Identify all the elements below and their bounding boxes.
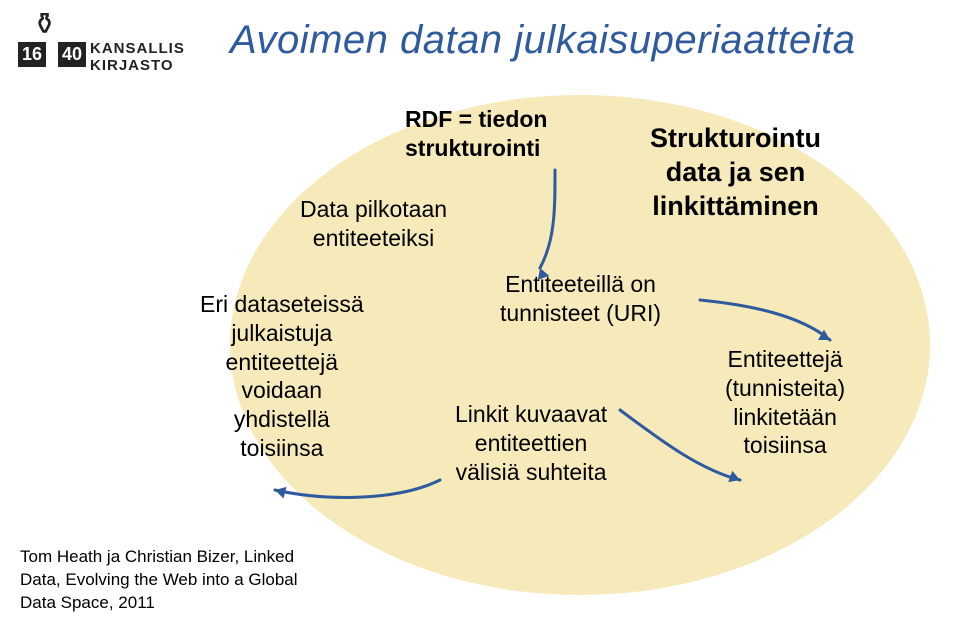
logo-year-left: 16 — [18, 42, 46, 67]
logo-text: KANSALLIS KIRJASTO — [90, 40, 185, 74]
citation: Tom Heath ja Christian Bizer, Linked Dat… — [20, 546, 320, 615]
label-rdf: RDF = tiedon strukturointi — [405, 105, 547, 163]
slide-title: Avoimen datan julkaisuperiaatteita — [230, 18, 856, 63]
library-logo: ⚱ 16 40 KANSALLIS KIRJASTO — [22, 8, 202, 88]
label-linkit: Linkit kuvaavat entiteettien välisiä suh… — [455, 400, 607, 486]
label-struct: Strukturointu data ja sen linkittäminen — [650, 122, 821, 223]
label-uri: Entiteeteillä on tunnisteet (URI) — [500, 270, 661, 328]
slide-root: ⚱ 16 40 KANSALLIS KIRJASTO Avoimen datan… — [0, 0, 960, 639]
label-entlink: Entiteettejä (tunnisteita) linkitetään t… — [725, 345, 845, 460]
logo-emblem-icon: ⚱ — [32, 10, 57, 40]
label-eridata: Eri dataseteissä julkaistuja entiteettej… — [200, 290, 364, 463]
logo-mark: ⚱ 16 40 — [22, 8, 82, 68]
logo-year-right: 40 — [58, 42, 86, 67]
logo-line1: KANSALLIS — [90, 40, 185, 57]
label-pilkotaan: Data pilkotaan entiteeteiksi — [300, 195, 447, 253]
logo-line2: KIRJASTO — [90, 57, 185, 74]
